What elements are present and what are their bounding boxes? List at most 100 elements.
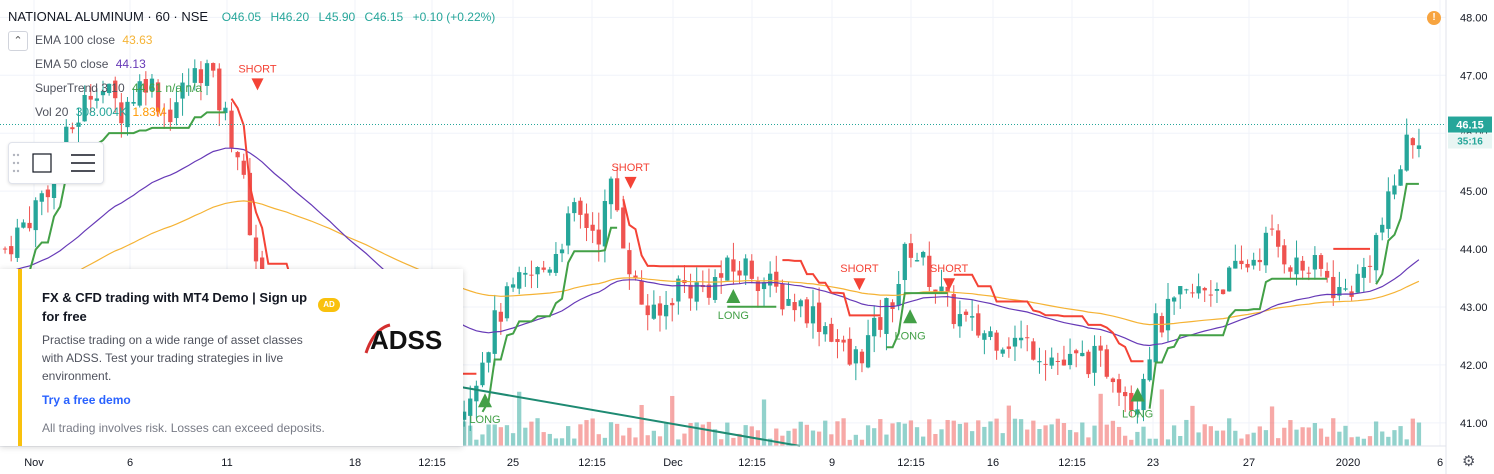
open-value: O46.05	[221, 10, 262, 24]
legend-ema100[interactable]: EMA 100 close 43.63	[35, 33, 152, 47]
candle-body	[1410, 138, 1415, 146]
candle-body	[1367, 265, 1373, 267]
high-value: H46.20	[270, 10, 310, 24]
candle-body	[982, 333, 987, 340]
close-value: C46.15	[364, 10, 404, 24]
price-tag-value: 46.15	[1456, 120, 1484, 132]
volume-bar	[1208, 426, 1213, 446]
lines-tool-icon[interactable]	[71, 154, 95, 172]
candle-body	[731, 259, 736, 272]
candle-body	[1110, 378, 1116, 383]
volume-bar	[1031, 420, 1036, 446]
volume-bar	[780, 435, 785, 446]
ad-cta-link[interactable]: Try a free demo	[42, 393, 131, 407]
volume-bar	[792, 428, 797, 446]
volume-bar	[976, 420, 981, 446]
countdown-value: 35:16	[1457, 137, 1483, 148]
candle-body	[1227, 267, 1232, 292]
volume-bar	[651, 430, 656, 446]
candle-body	[639, 280, 644, 305]
volume-bar	[1410, 418, 1415, 446]
chevron-up-icon: ⌃	[13, 35, 23, 47]
volume-bar	[492, 424, 497, 446]
candle-body	[1049, 357, 1054, 366]
x-tick-label: 27	[1243, 457, 1255, 469]
volume-bar	[614, 423, 620, 446]
x-tick-label: 12:15	[897, 457, 925, 469]
candle-body	[706, 284, 712, 298]
ema100-value: 43.63	[122, 33, 153, 47]
candle-body	[1214, 288, 1220, 291]
volume-bar	[829, 434, 834, 446]
volume-bar	[816, 431, 822, 446]
alert-icon[interactable]: !	[1427, 11, 1441, 25]
candle-body	[688, 284, 693, 299]
short-signal-arrow	[624, 176, 637, 189]
collapse-legend-button[interactable]: ⌃	[8, 31, 28, 51]
volume-bar	[663, 422, 669, 446]
legend-ema50[interactable]: EMA 50 close 44.13	[35, 57, 146, 71]
volume-bar	[988, 421, 993, 446]
volume-bar	[461, 421, 467, 446]
rectangle-tool-icon[interactable]	[32, 153, 52, 173]
candle-body	[621, 207, 626, 249]
drag-handle-icon[interactable]	[12, 153, 20, 173]
long-signal-label: LONG	[718, 310, 749, 322]
price-axis-bg	[1446, 0, 1494, 474]
volume-bar	[1276, 438, 1281, 446]
candle-body	[113, 80, 118, 99]
volume-bar	[523, 427, 528, 446]
legend-supertrend[interactable]: SuperTrend 3 10 44.61 n/a n/a	[35, 81, 202, 95]
candle-body	[217, 68, 222, 111]
legend-volume[interactable]: Vol 20 308.004K 1.83M	[35, 105, 166, 119]
candle-body	[884, 298, 889, 334]
candle-body	[829, 323, 834, 342]
candle-body	[578, 200, 583, 215]
volume-bar	[982, 426, 987, 446]
volume-bar	[529, 421, 534, 446]
x-tick-label: 12:15	[578, 457, 606, 469]
candle-body	[541, 267, 546, 270]
candle-body	[792, 302, 797, 311]
candle-body	[106, 83, 112, 94]
x-tick-label: 6	[1437, 457, 1443, 469]
x-tick-label: 11	[221, 457, 232, 469]
volume-bar	[1361, 438, 1366, 446]
candle-body	[1386, 191, 1391, 229]
volume-bar	[847, 439, 852, 446]
volume-bar	[957, 423, 963, 446]
candle-body	[100, 90, 106, 96]
volume-bar	[566, 426, 571, 446]
volume-bar	[1288, 420, 1293, 446]
candle-body	[474, 385, 479, 402]
candle-body	[204, 63, 210, 86]
candle-body	[859, 351, 865, 364]
volume-bar	[1086, 437, 1091, 446]
candle-body	[82, 95, 87, 122]
volume-bar	[1129, 439, 1134, 446]
symbol-title[interactable]: NATIONAL ALUMINUM · 60 · NSE	[8, 9, 209, 24]
volume-bar	[706, 421, 712, 446]
candle-body	[921, 251, 926, 258]
settings-gear-icon[interactable]: ⚙	[1462, 453, 1476, 470]
x-tick-label: Nov	[24, 457, 44, 469]
volume-bar	[1104, 424, 1109, 446]
candle-body	[149, 78, 155, 92]
ad-title[interactable]: FX & CFD trading with MT4 Demo | Sign up…	[42, 290, 308, 324]
ad-panel[interactable]: FX & CFD trading with MT4 Demo | Sign up…	[0, 269, 463, 446]
candle-body	[755, 281, 761, 292]
candle-body	[1343, 288, 1348, 290]
volume-bar	[1337, 431, 1342, 446]
ohlc-values: O46.05 H46.20 L45.90 C46.15 +0.10 (+0.22…	[222, 10, 502, 24]
volume-bar	[1178, 436, 1183, 446]
candle-body	[468, 398, 473, 416]
candle-body	[1178, 286, 1183, 295]
supertrend-line	[622, 198, 722, 268]
supertrend-value: 44.61 n/a n/a	[131, 81, 203, 95]
volume-bar	[1239, 438, 1244, 446]
ad-description: Practise trading on a wide range of asse…	[42, 333, 303, 383]
candle-body	[1184, 289, 1189, 291]
volume-bar	[1214, 430, 1220, 446]
long-signal-arrow	[478, 393, 492, 408]
candle-body	[566, 213, 571, 246]
